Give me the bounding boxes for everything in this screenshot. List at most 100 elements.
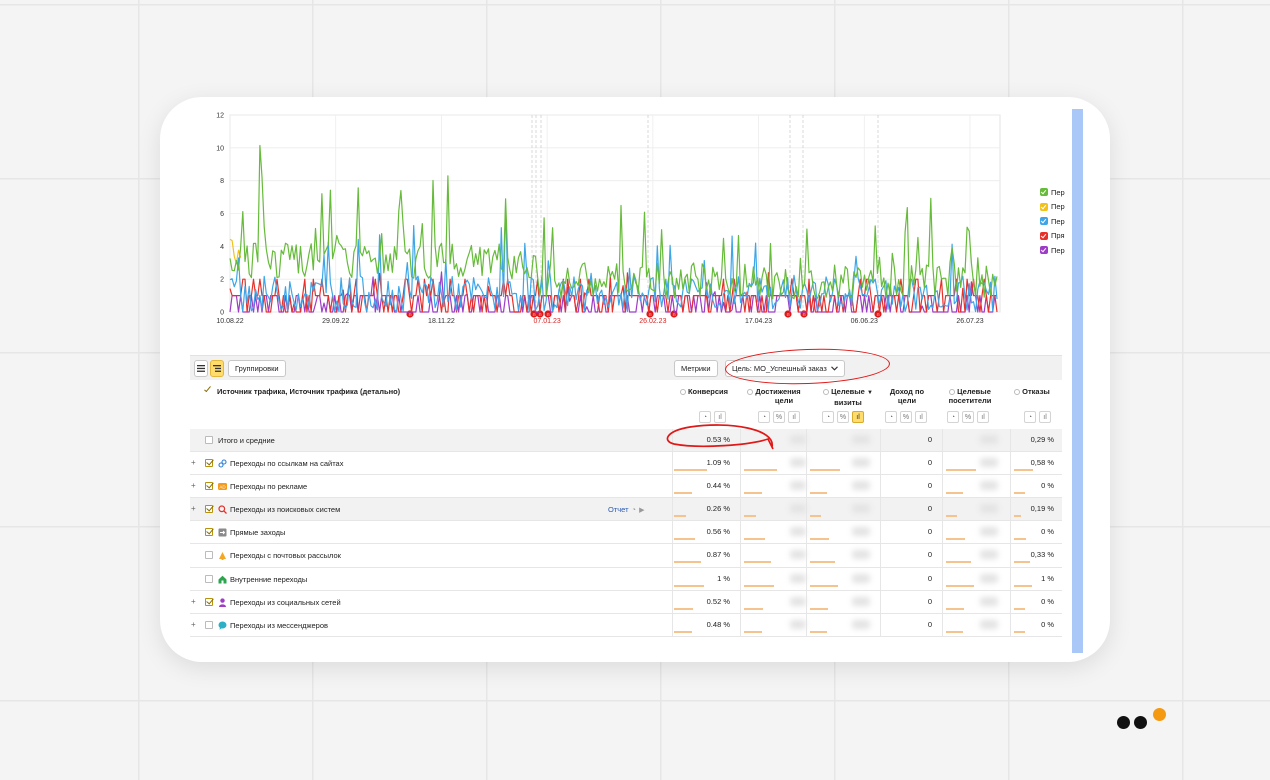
legend-checkbox[interactable] [1040,246,1048,255]
column-bounces[interactable]: Отказы [1008,387,1056,396]
row-checkbox[interactable] [205,459,213,468]
legend-checkbox[interactable] [1040,188,1048,197]
conversion-bar [674,515,686,518]
pie-chart-icon[interactable]: ◔ [699,411,711,423]
row-label[interactable]: Переходы по рекламе [230,482,308,492]
table-row[interactable]: Прямые заходы 0.56 % 0 0 % [190,521,1062,545]
legend-item[interactable]: Пер [1040,243,1065,258]
report-link[interactable]: Отчет ◔ ▶ [608,505,644,514]
bar-chart-icon[interactable]: ıl [852,411,864,423]
bar-chart-icon[interactable]: ıl [788,411,800,423]
annotation-marker[interactable]: П [874,310,882,318]
row-checkbox[interactable] [205,482,213,491]
table-row[interactable]: Переходы с почтовых рассылок 0.87 % 0 0,33 … [190,544,1062,568]
report-link-label: Отчет [608,505,629,515]
row-checkbox[interactable] [205,620,213,629]
expand-icon[interactable]: + [191,458,196,468]
bar-chart-icon[interactable]: ıl [1039,411,1051,423]
bar-chart-icon[interactable]: ıl [915,411,927,423]
search-icon [218,505,227,515]
expand-icon[interactable]: + [191,504,196,514]
metrics-button[interactable]: Метрики [674,360,718,377]
legend-label: Пря [1051,231,1065,241]
pie-chart-icon[interactable]: ◔ [947,411,959,423]
row-label[interactable]: Внутренние переходы [230,574,308,584]
annotation-marker[interactable]: П [646,310,654,318]
expand-icon[interactable]: + [191,596,196,606]
header-checkbox[interactable] [204,384,212,395]
list-view-button[interactable] [194,360,208,377]
report-card: 0 2 4 6 8 10 12 10.08.22 29.09.22 18.11.22 07.01.2… [160,97,1110,662]
dimension-header[interactable]: Источник трафика, Источник трафика (дета… [204,384,400,396]
legend-item[interactable]: Пер [1040,214,1065,229]
row-label[interactable]: Прямые заходы [230,528,286,538]
annotation-marker[interactable]: П [544,310,552,318]
percent-icon[interactable]: % [773,411,785,423]
row-label[interactable]: Переходы по ссылкам на сайтах [230,459,344,469]
svg-text:П: П [409,312,412,317]
column-divider [880,567,881,590]
column-target-visitors-label-1: Целевые [957,387,991,396]
column-conversion[interactable]: Конверсия [674,387,734,396]
table-row[interactable]: Внутренние переходы 1 % 0 1 % [190,567,1062,591]
x-tick-label: 18.11.22 [428,318,455,325]
target-visitors-bar [946,469,976,472]
row-checkbox[interactable] [205,574,213,583]
blurred-value [790,619,806,629]
goal-reaches-bar [744,492,762,495]
table-row[interactable]: + Переходы по ссылкам на сайтах 1.09 % 0 0,5… [190,452,1062,476]
sort-desc-icon[interactable]: ▼ [866,390,873,396]
totals-row[interactable]: Итого и средние 0.53 % 0 0,29 % [190,429,1062,453]
percent-icon[interactable]: % [837,411,849,423]
goal-select[interactable]: Цель: МО_Успешный заказ [725,360,845,377]
expand-icon[interactable]: + [191,481,196,491]
pie-chart-icon[interactable]: ◔ [758,411,770,423]
row-checkbox[interactable] [205,597,213,606]
column-divider [942,567,943,590]
bar-chart-icon[interactable]: ıl [977,411,989,423]
legend-checkbox[interactable] [1040,217,1048,226]
expand-icon[interactable]: + [191,619,196,629]
pie-chart-icon[interactable]: ◔ [1024,411,1036,423]
target-visitors-bar [946,538,965,541]
table-row[interactable]: + Переходы из мессенджеров 0.48 % 0 0 % [190,613,1062,637]
table-row[interactable]: + Переходы из социальных сетей 0.52 % 0 0 % [190,590,1062,614]
pie-chart-icon[interactable]: ◔ [822,411,834,423]
row-label[interactable]: Переходы из социальных сетей [230,597,341,607]
row-label[interactable]: Переходы из поисковых систем [230,505,341,515]
row-checkbox[interactable] [205,551,213,560]
percent-icon[interactable]: % [900,411,912,423]
svg-text:П: П [533,312,536,317]
blurred-value [980,435,998,444]
legend-item[interactable]: Пер [1040,200,1065,215]
table-row[interactable]: + Переходы из поисковых систем Отчет ◔ ▶ 0.26… [190,498,1062,522]
percent-icon[interactable]: % [962,411,974,423]
bar-chart-icon[interactable]: ıl [714,411,726,423]
row-label[interactable]: Переходы из мессенджеров [230,620,329,630]
column-goal-reaches[interactable]: Достижения цели [742,387,806,405]
legend-checkbox[interactable] [1040,231,1048,240]
table-row[interactable]: + AD Переходы по рекламе 0.44 % 0 0 % [190,475,1062,499]
legend-item[interactable]: Пря [1040,229,1065,244]
row-checkbox[interactable] [205,528,213,537]
y-tick-label: 10 [216,145,224,152]
legend-item[interactable]: Пер [1040,185,1065,200]
row-label[interactable]: Итого и средние [218,436,275,445]
blurred-value [852,504,870,514]
pie-chart-icon[interactable]: ◔ [885,411,897,423]
column-goal-revenue[interactable]: Доход по цели [882,387,932,405]
column-target-visits[interactable]: Целевые ▼ визиты [818,387,878,407]
scrollbar[interactable] [1072,109,1083,653]
tree-view-button[interactable] [210,360,224,377]
blurred-value [852,573,870,583]
column-target-visitors[interactable]: Целевые посетители [940,387,1000,405]
pie-chart-icon[interactable]: ◔ [631,505,637,515]
play-icon[interactable]: ▶ [639,506,645,514]
annotation-marker[interactable]: П [784,310,792,318]
row-checkbox[interactable] [205,505,213,514]
column-divider [942,475,943,498]
row-label[interactable]: Переходы с почтовых рассылок [230,551,341,561]
row-checkbox[interactable] [205,436,213,444]
groupings-button[interactable]: Группировки [228,360,286,377]
legend-checkbox[interactable] [1040,202,1048,211]
